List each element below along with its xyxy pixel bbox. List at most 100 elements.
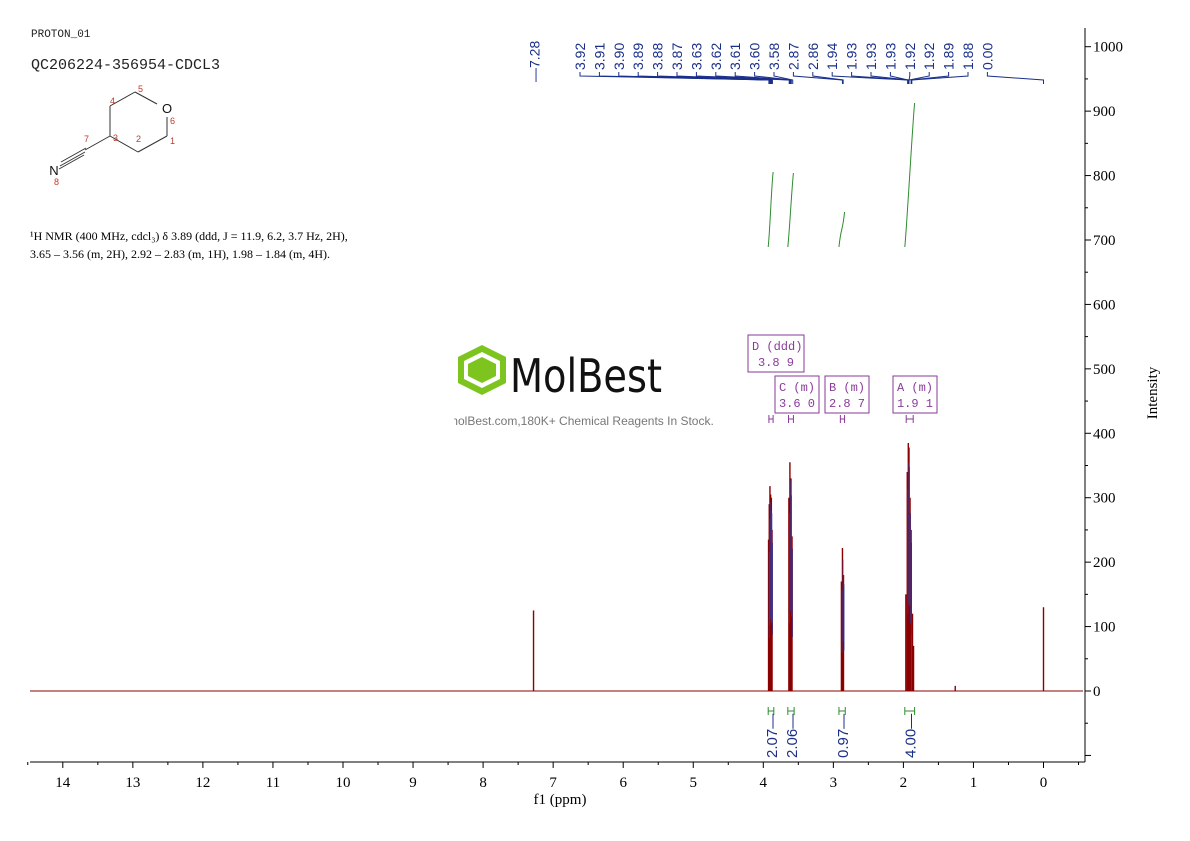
x-tick-label: 5 [690,775,698,791]
peak-label-connector [734,72,792,84]
peak-label-connector [908,72,930,84]
peak-label: —7.28 [527,41,543,82]
y-tick-label: 600 [1093,297,1116,313]
multiplet-shift: 3.6 0 [779,397,815,411]
multiplet-range-bracket [768,415,774,423]
atom-number: 6 [170,116,175,126]
peak-label-connector [812,72,844,84]
y-tick-label: 800 [1093,169,1116,185]
nmr-report-text: ¹H NMR (400 MHz, cdcl₃) δ 3.89 (ddd, J =… [30,227,430,263]
integral-value: 2.07— [764,714,781,758]
x-tick-label: 4 [760,775,768,791]
y-tick-label: 1000 [1093,40,1123,56]
integral-curves [767,102,916,248]
integral-bracket [838,707,846,715]
sample-id: QC206224-356954-CDCL3 [31,57,221,74]
y-axis-label: Intensity [1145,366,1161,419]
integral-value: 4.00— [903,714,920,758]
integral-bracket [767,707,775,715]
experiment-name: PROTON_01 [31,29,91,41]
x-axis-label: f1 (ppm) [534,792,587,808]
x-tick-label: 8 [479,775,487,791]
peak-label-connector [695,72,790,84]
integral-value: 0.97— [835,714,852,758]
integral-bracket [787,707,795,715]
peak-label: 3.89 [630,43,646,70]
peak-label: 3.61 [727,43,743,70]
peak-label-connector [986,72,1044,84]
atom-number: 7 [84,134,89,144]
atom-number: 2 [136,134,141,144]
peak-label: 1.92 [921,43,937,70]
atom-number-labels: 1 2 3 4 5 6 7 8 [54,84,175,187]
report-line-2: 3.65 – 3.56 (m, 2H), 2.92 – 2.83 (m, 1H)… [30,247,330,261]
integral-curve [767,171,774,248]
peak-label: 1.89 [941,43,957,70]
peak-label-connector [911,72,969,84]
peak-label-connector [773,72,794,84]
y-tick-label: 200 [1093,555,1116,571]
peak-label: 1.88 [960,43,976,70]
peak-label: 1.92 [902,43,918,70]
peak-label: 2.86 [805,43,821,70]
multiplet-shift: 2.8 7 [829,397,865,411]
atom-number: 3 [113,133,118,143]
multiplet-boxes: D (ddd) 3.8 9 C (m) 3.6 0 B (m) 2.8 7 A (m) 1.9… [747,334,938,423]
multiplet-type: D (ddd) [752,340,802,354]
peak-label: 3.63 [688,43,704,70]
multiplet-range-bracket [839,415,846,423]
peak-label-group: —7.28 3.92 3.91 3.90 3.89 3.88 3.87 3.63 3.62 3.6… [527,41,1044,84]
x-tick-label: 11 [266,775,280,791]
y-tick-label: 700 [1093,233,1116,249]
y-tick-label: 300 [1093,491,1116,507]
peak-label-connector [792,72,843,84]
x-tick-label: 14 [55,775,71,791]
atom-number: 1 [170,136,175,146]
peak-label-connector [754,72,792,84]
multiplet-type: A (m) [897,381,933,395]
y-tick-label: 500 [1093,362,1116,378]
multiplet-box [774,375,820,414]
x-tick-label: 9 [409,775,417,791]
peak-label: 0.00 [979,43,995,70]
x-tick-label: 6 [619,775,627,791]
peak-label: 3.91 [591,43,607,70]
x-tick-label: 3 [830,775,838,791]
multiplet-range-bracket [905,415,914,423]
peak-label-connector [889,72,909,84]
peak-label: 2.87 [785,43,801,70]
multiplet-type: C (m) [779,381,815,395]
x-tick-label: 1 [970,775,978,791]
integral-curve [904,102,916,248]
peak-label: 3.90 [611,43,627,70]
brand-name: MolBest [510,349,662,403]
peak-label: 1.93 [844,43,860,70]
brand-tagline: molBest.com,180K+ Chemical Reagents In S… [454,414,714,428]
oxygen-atom-label: O [162,101,172,116]
peak-label: 3.62 [708,43,724,70]
peak-label: 1.93 [882,43,898,70]
x-tick-label: 0 [1040,775,1048,791]
peak-label-connector [831,72,909,84]
nitrogen-atom-label: N [49,163,58,178]
x-tick-label: 13 [125,775,140,791]
y-tick-label: 400 [1093,426,1116,442]
multiplet-box [892,375,938,414]
peak-label: 3.87 [669,43,685,70]
x-tick-label: 2 [900,775,908,791]
integral-curve [838,211,846,248]
spectrum-trace [30,442,1083,692]
multiplet-box [747,334,805,373]
peak-label-connector [910,72,950,84]
multiplet-type: B (m) [829,381,865,395]
multiplet-shift: 3.8 9 [758,356,794,370]
atom-number: 4 [110,96,115,106]
x-tick-label: 7 [549,775,557,791]
atom-number: 5 [138,84,143,94]
multiplet-shift: 1.9 1 [897,397,933,411]
multiplet-box [824,375,870,414]
peak-label-connector [715,72,791,84]
axes: 14 13 12 11 10 9 8 7 6 5 4 3 2 1 0f1 (ppm)010020030040… [27,28,1161,808]
